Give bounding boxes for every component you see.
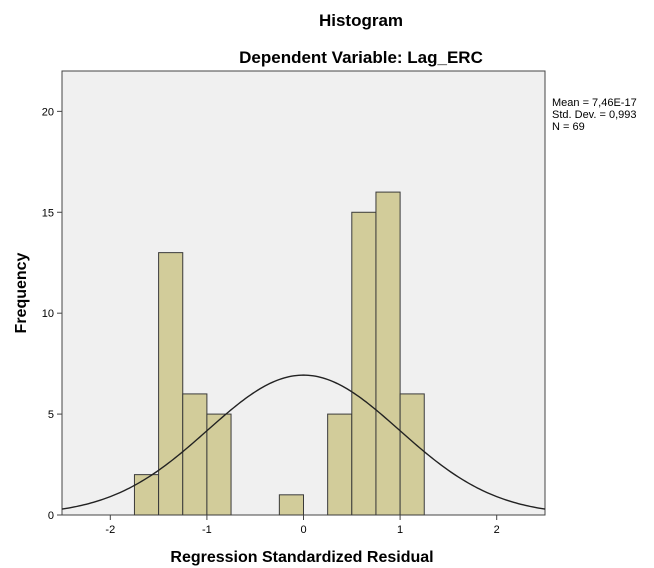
histogram-bar-6 (327, 413, 353, 516)
chart-subtitle: Dependent Variable: Lag_ERC (239, 48, 483, 67)
stats-mean: Mean = 7,46E-17 (552, 97, 637, 109)
histogram-bar-5 (278, 494, 305, 516)
stats-std-dev: Std. Dev. = 0,993 (552, 109, 637, 121)
plot-area (61, 70, 546, 516)
y-tick-label: 10 (42, 308, 54, 320)
histogram-bar-8 (375, 191, 401, 516)
x-tick-label: 2 (494, 524, 500, 536)
chart-title: Histogram (319, 11, 403, 30)
y-tick-label: 5 (48, 409, 54, 421)
histogram-bar-2 (158, 252, 184, 516)
y-axis-label: Frequency (13, 252, 30, 333)
x-axis-label: Regression Standardized Residual (170, 549, 433, 566)
x-tick-label: -2 (105, 524, 115, 536)
x-tick-label: 1 (397, 524, 403, 536)
ticks-layer: 0 5 10 15 20 -2 -1 0 1 2 (42, 106, 500, 536)
histogram-bar-9 (399, 393, 425, 516)
x-tick-label: 0 (300, 524, 306, 536)
bars-layer (133, 191, 425, 516)
normal-curve (61, 374, 546, 510)
y-tick-label: 15 (42, 207, 54, 219)
histogram-bar-3 (182, 393, 208, 516)
stats-n: N = 69 (552, 121, 585, 133)
y-tick-label: 20 (42, 106, 54, 118)
histogram-bar-4 (206, 413, 232, 516)
x-tick-label: -1 (202, 524, 212, 536)
y-tick-label: 0 (48, 510, 54, 522)
histogram-bar-7 (351, 211, 377, 516)
histogram-bar-1 (133, 474, 160, 516)
